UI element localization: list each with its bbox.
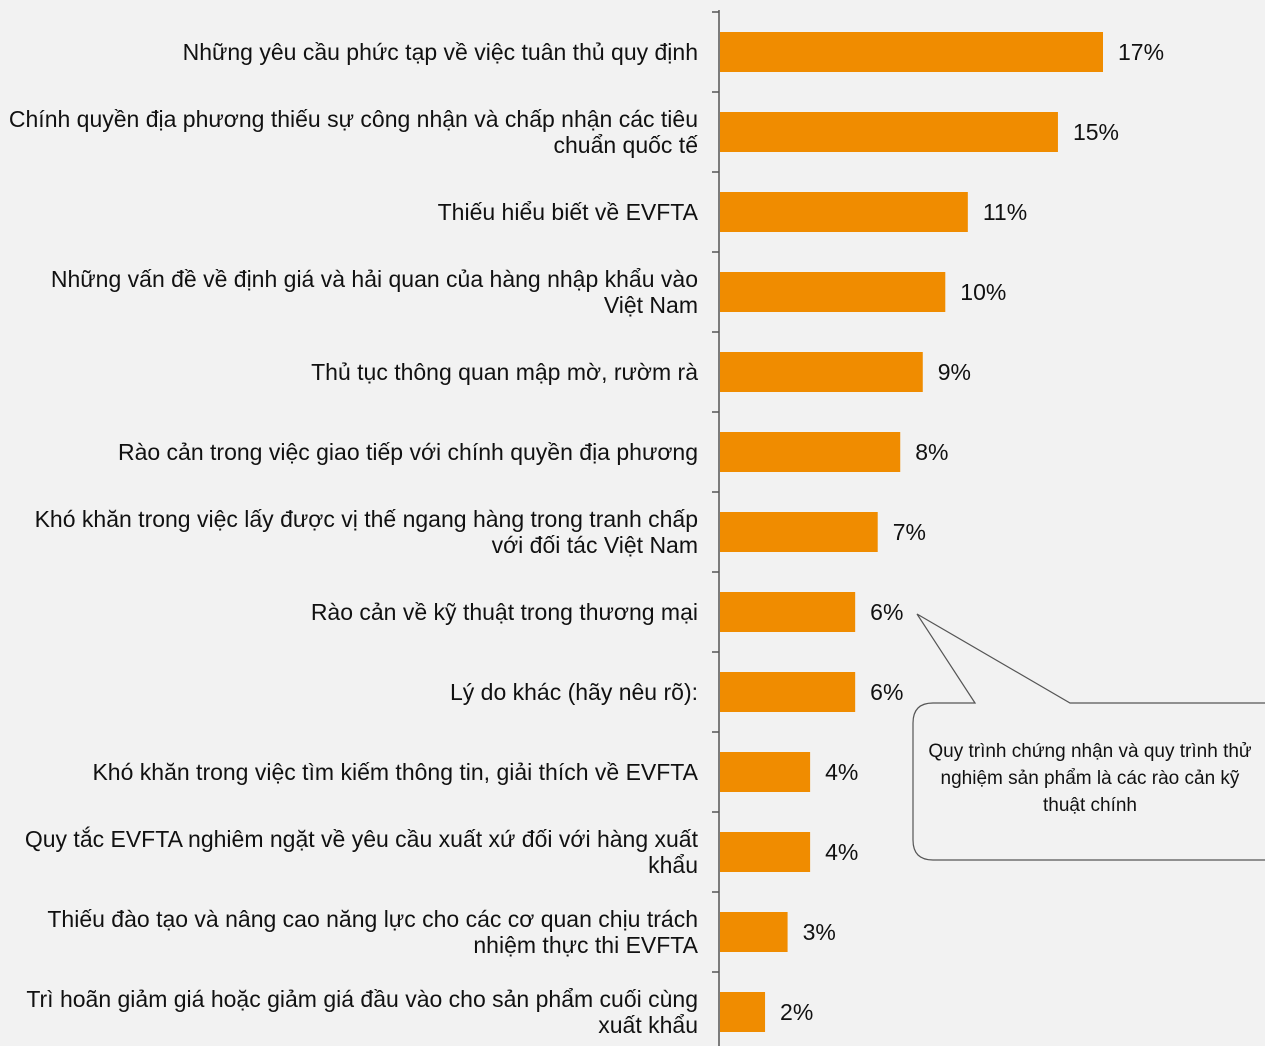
bar <box>720 432 901 472</box>
bar <box>720 112 1058 152</box>
category-label: Thiếu hiểu biết về EVFTA <box>437 199 698 225</box>
category-label: Rào cản trong việc giao tiếp với chính q… <box>117 439 698 465</box>
bar <box>720 672 856 712</box>
category-label: Quy tắc EVFTA nghiêm ngặt về yêu cầu xuấ… <box>24 826 698 878</box>
value-label: 6% <box>870 679 904 705</box>
category-label: Những vấn đề về định giá và hải quan của… <box>50 266 698 318</box>
bar <box>720 992 766 1032</box>
value-label: 2% <box>780 999 814 1025</box>
bar <box>720 352 923 392</box>
category-label: Khó khăn trong việc tìm kiếm thông tin, … <box>92 759 698 785</box>
value-label: 8% <box>915 439 949 465</box>
category-label: Chính quyền địa phương thiếu sự công nhậ… <box>8 106 698 158</box>
bar <box>720 192 968 232</box>
value-label: 7% <box>892 519 926 545</box>
bar <box>720 752 811 792</box>
value-label: 17% <box>1118 39 1165 65</box>
bar <box>720 832 811 872</box>
bar <box>720 912 788 952</box>
category-label: Trì hoãn giảm giá hoặc giảm giá đầu vào … <box>26 986 698 1038</box>
bar <box>720 512 878 552</box>
category-label: Rào cản về kỹ thuật trong thương mại <box>310 599 698 625</box>
value-label: 3% <box>802 919 836 945</box>
annotation: Quy trình chứng nhận và quy trình thử ng… <box>928 741 1252 816</box>
category-label: Lý do khác (hãy nêu rõ): <box>449 679 698 705</box>
callout <box>912 613 1265 861</box>
bar <box>720 272 946 312</box>
value-label: 4% <box>825 759 859 785</box>
value-label: 11% <box>982 199 1028 225</box>
value-label: 15% <box>1072 119 1119 145</box>
bar <box>720 592 856 632</box>
bar <box>720 32 1103 72</box>
category-label: Thiếu đào tạo và nâng cao năng lực cho c… <box>47 906 698 958</box>
value-label: 9% <box>937 359 971 385</box>
value-label: 4% <box>825 839 859 865</box>
value-label: 10% <box>960 279 1007 305</box>
value-label: 6% <box>870 599 904 625</box>
category-label: Thủ tục thông quan mập mờ, rườm rà <box>311 359 698 385</box>
category-label: Những yêu cầu phức tạp về việc tuân thủ … <box>182 39 698 65</box>
category-label: Khó khăn trong việc lấy được vị thế ngan… <box>34 506 698 558</box>
